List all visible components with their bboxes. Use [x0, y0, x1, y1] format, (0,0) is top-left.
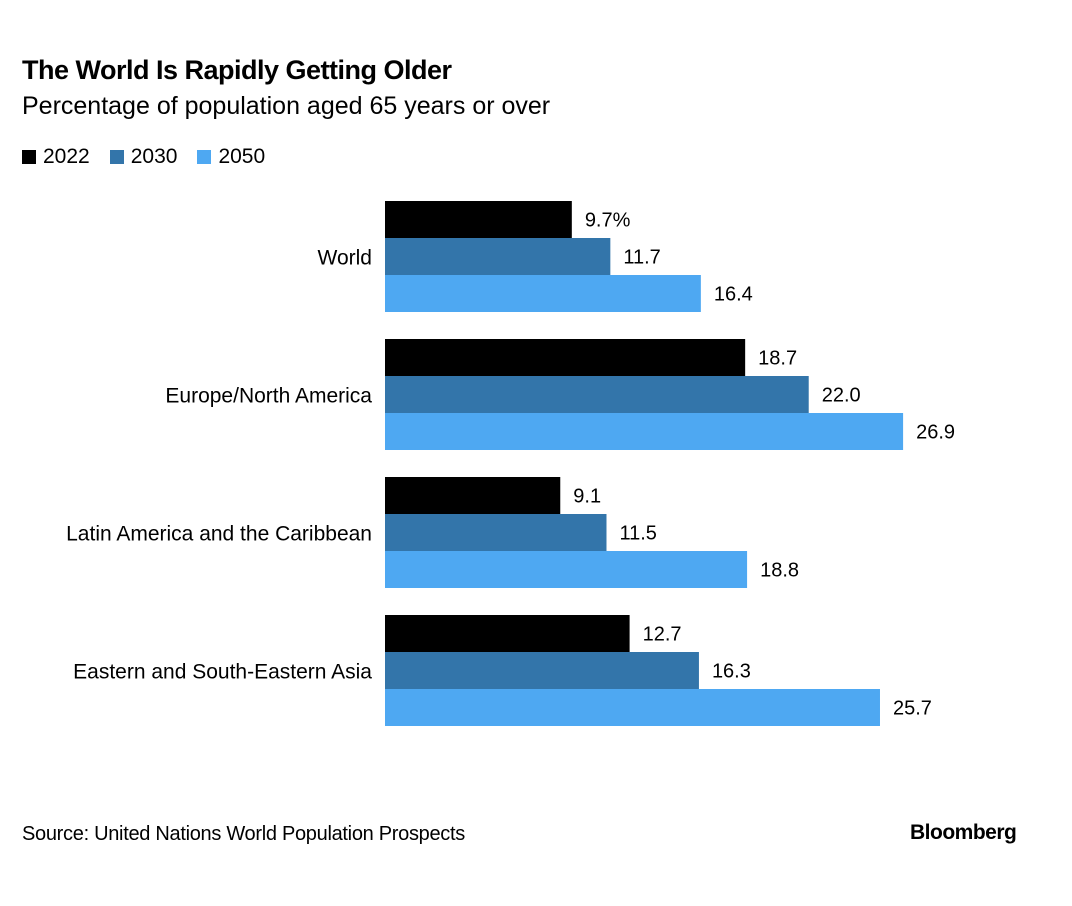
bar-group-latin-america-and-the-caribbean: Latin America and the Caribbean 9.1 11.5 18…	[66, 477, 799, 588]
data-label: 12.7	[643, 624, 682, 646]
data-label: 11.7	[623, 247, 660, 269]
bar-world-2022	[385, 201, 572, 238]
source-note: Source: United Nations World Population …	[22, 823, 465, 845]
bar-europe-north-america-2030	[385, 376, 809, 413]
data-label: 18.7	[758, 348, 797, 370]
bar-eastern-and-south-eastern-asia-2022	[385, 615, 630, 652]
bar-world-2030	[385, 238, 611, 275]
bar-latin-america-and-the-caribbean-2050	[385, 551, 748, 588]
data-label: 25.7	[893, 698, 932, 720]
bar-eastern-and-south-eastern-asia-2030	[385, 652, 699, 689]
legend-item-2050: 2050	[197, 145, 265, 169]
category-label: Europe/North America	[165, 385, 372, 408]
data-label: 18.8	[760, 560, 799, 582]
bar-latin-america-and-the-caribbean-2030	[385, 514, 607, 551]
chart-subtitle: Percentage of population aged 65 years o…	[22, 92, 551, 120]
data-label: 9.1	[573, 486, 601, 508]
bar-europe-north-america-2050	[385, 413, 904, 450]
data-label: 22.0	[822, 385, 861, 407]
bar-group-eastern-and-south-eastern-asia: Eastern and South-Eastern Asia 12.7 16.3 25…	[73, 615, 932, 726]
data-label: 11.5	[619, 523, 656, 545]
category-label: Eastern and South-Eastern Asia	[73, 661, 372, 684]
data-label: 9.7%	[585, 210, 631, 232]
chart-title: The World Is Rapidly Getting Older	[22, 55, 452, 85]
bar-latin-america-and-the-caribbean-2022	[385, 477, 561, 514]
bar-group-world: World 9.7% 11.7 16.4	[318, 201, 753, 312]
legend-label-2022: 2022	[43, 145, 90, 168]
data-label: 26.9	[916, 422, 955, 444]
legend-swatch-2050	[197, 150, 212, 164]
brand-logo: Bloomberg	[910, 821, 1017, 844]
legend-swatch-2030	[109, 150, 124, 164]
legend-label-2030: 2030	[130, 145, 178, 168]
data-label: 16.4	[714, 284, 753, 306]
category-label: World	[318, 247, 372, 270]
data-label: 16.3	[712, 661, 751, 683]
category-label: Latin America and the Caribbean	[66, 523, 372, 546]
bar-group-europe-north-america: Europe/North America 18.7 22.0 26.9	[165, 339, 955, 450]
bar-eastern-and-south-eastern-asia-2050	[385, 689, 880, 726]
bar-europe-north-america-2022	[385, 339, 746, 376]
legend-label-2050: 2050	[218, 145, 266, 168]
legend-item-2022: 2022	[22, 145, 90, 169]
legend-item-2030: 2030	[109, 145, 178, 169]
legend: 2022 2030 2050	[22, 145, 285, 169]
legend-swatch-2022	[22, 150, 36, 164]
bar-world-2050	[385, 275, 701, 312]
